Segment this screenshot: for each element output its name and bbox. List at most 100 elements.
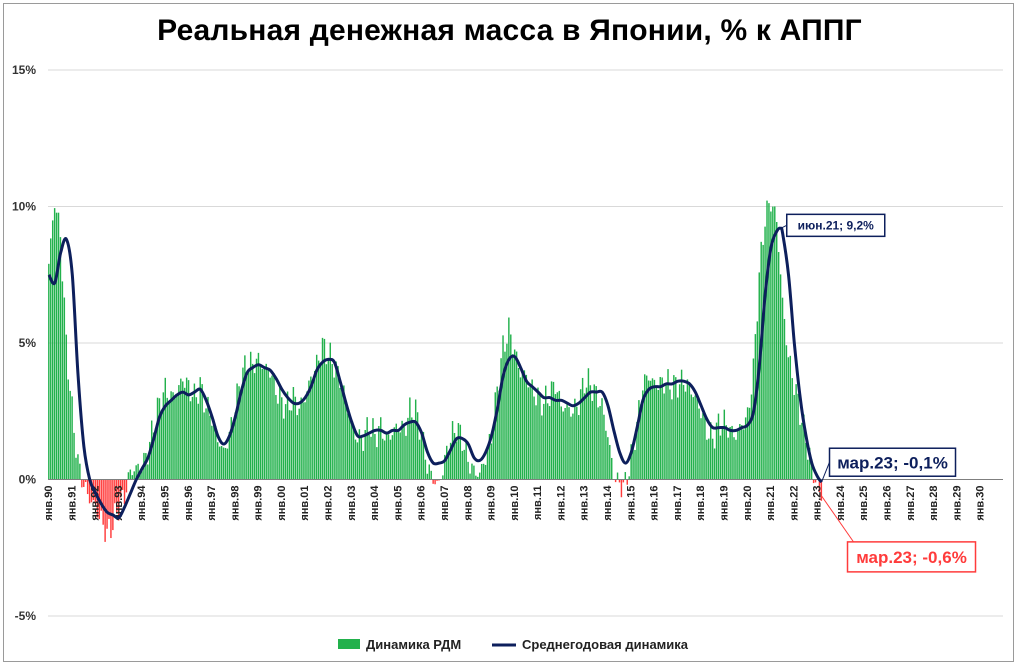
bar	[568, 407, 570, 480]
bar	[576, 406, 578, 480]
bar	[665, 382, 667, 480]
bar	[277, 403, 279, 480]
bar	[77, 454, 79, 480]
bar	[164, 377, 166, 480]
bar	[649, 380, 652, 480]
bar	[116, 479, 118, 513]
bar	[543, 403, 545, 480]
bar	[213, 419, 215, 480]
bar	[281, 397, 283, 480]
bar	[224, 447, 227, 480]
bar	[702, 412, 704, 480]
bar	[628, 476, 630, 480]
bar	[554, 394, 557, 480]
bar	[292, 387, 295, 480]
bar	[609, 444, 611, 480]
bar	[739, 423, 741, 480]
bar	[519, 377, 522, 480]
bar	[562, 411, 564, 480]
bar	[230, 417, 232, 480]
bar	[684, 391, 687, 480]
bar	[611, 457, 613, 480]
bar	[199, 377, 201, 480]
bar	[317, 360, 320, 480]
x-tick-label: янв.18	[695, 486, 707, 521]
bar	[343, 385, 345, 480]
bar	[442, 475, 444, 480]
bar	[397, 428, 399, 480]
bar	[752, 358, 755, 480]
bar	[263, 366, 265, 480]
bar	[783, 318, 786, 480]
bar	[51, 220, 54, 480]
bar	[781, 297, 784, 480]
bar	[574, 398, 576, 480]
bar	[288, 410, 291, 480]
bar	[748, 407, 751, 480]
bar	[191, 396, 194, 480]
callout-label: мар.23; -0,1%	[837, 453, 948, 472]
bar	[407, 417, 409, 480]
bar	[444, 454, 446, 480]
bar	[137, 463, 139, 480]
bar	[282, 418, 285, 480]
x-tick-label: янв.12	[555, 486, 567, 521]
bar	[645, 375, 648, 480]
bar	[354, 439, 357, 480]
bar	[389, 439, 392, 480]
x-tick-label: янв.95	[159, 486, 171, 521]
callout-box	[785, 213, 886, 238]
bar	[587, 368, 590, 480]
callout-label: июн.21; 9,2%	[798, 219, 875, 233]
bar	[723, 409, 726, 480]
bar	[71, 396, 73, 480]
bar	[63, 297, 66, 480]
bar	[523, 370, 526, 480]
x-tick-label: янв.97	[206, 486, 218, 521]
bar	[61, 281, 64, 480]
bar	[560, 406, 562, 480]
bar	[314, 370, 316, 480]
bar	[614, 479, 617, 483]
bar	[267, 368, 269, 480]
x-tick-label: янв.11	[532, 486, 544, 521]
bar	[269, 377, 271, 480]
x-tick-label: янв.23	[812, 486, 824, 521]
bar	[222, 447, 225, 480]
callout-label: мар.23; -0,6%	[856, 548, 967, 567]
bar	[686, 379, 689, 480]
bar	[799, 424, 801, 480]
bar	[657, 389, 660, 480]
bar	[770, 211, 772, 480]
bar	[808, 447, 811, 480]
bar	[401, 420, 403, 480]
bar	[618, 479, 621, 483]
x-tick-label: янв.01	[299, 486, 311, 521]
bar	[593, 384, 595, 480]
bar	[275, 394, 277, 480]
bar	[814, 479, 817, 483]
bar	[513, 349, 516, 480]
bar	[653, 379, 656, 480]
bar	[467, 461, 469, 480]
legend-label-bars: Динамика РДМ	[366, 637, 461, 652]
bar	[787, 357, 790, 480]
bar	[304, 402, 306, 480]
bar	[48, 263, 50, 480]
bar	[207, 396, 209, 480]
bar	[482, 463, 485, 480]
bar	[399, 432, 401, 480]
bar	[84, 479, 87, 483]
bar	[366, 417, 368, 480]
bar	[226, 448, 229, 480]
bar	[535, 405, 537, 480]
bar	[88, 479, 91, 504]
x-tick-label: янв.02	[323, 486, 335, 521]
bar	[424, 459, 427, 480]
bar	[411, 417, 413, 480]
bar	[729, 426, 731, 480]
bar	[81, 479, 83, 488]
bar	[418, 439, 421, 480]
bar	[216, 442, 219, 480]
bar	[642, 390, 644, 480]
